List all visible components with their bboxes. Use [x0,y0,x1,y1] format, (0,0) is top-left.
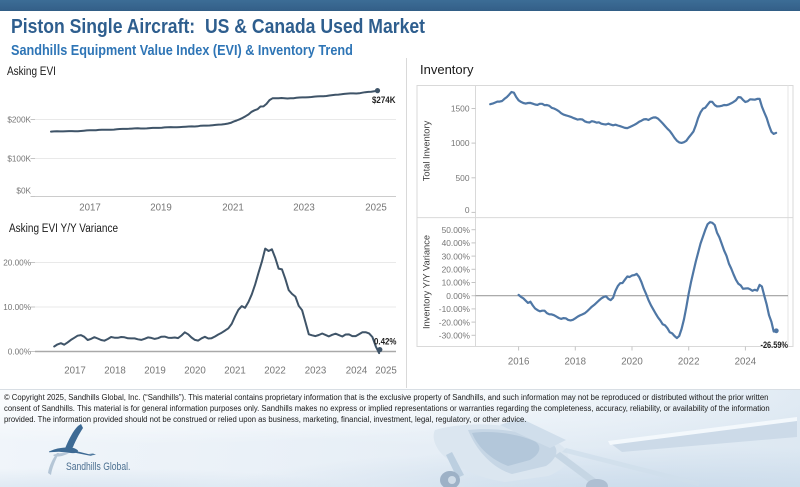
svg-text:20.00%: 20.00% [3,259,31,268]
svg-text:2023: 2023 [293,203,315,214]
svg-text:50.00%: 50.00% [442,225,471,235]
svg-text:500: 500 [456,173,470,183]
svg-text:-30.00%: -30.00% [439,331,471,341]
svg-text:2017: 2017 [79,203,101,214]
svg-text:2019: 2019 [150,203,172,214]
svg-text:2017: 2017 [64,366,86,377]
svg-text:$274K: $274K [372,95,396,105]
svg-text:2018: 2018 [565,357,587,368]
svg-text:2019: 2019 [144,366,166,377]
svg-text:40.00%: 40.00% [442,238,471,248]
svg-text:2024: 2024 [735,357,757,368]
svg-text:Inventory Y/Y Variance: Inventory Y/Y Variance [422,235,432,329]
svg-text:$100K: $100K [7,155,31,164]
svg-text:$0K: $0K [16,187,31,196]
svg-text:0.00%: 0.00% [446,291,470,301]
svg-text:2020: 2020 [184,366,206,377]
svg-text:-26.59%: -26.59% [761,340,789,350]
svg-text:2021: 2021 [222,203,244,214]
svg-text:2025: 2025 [375,366,397,377]
svg-text:30.00%: 30.00% [442,251,471,261]
svg-text:2018: 2018 [104,366,126,377]
svg-text:0.00%: 0.00% [8,348,31,357]
svg-text:$200K: $200K [7,116,31,125]
svg-text:2022: 2022 [678,357,700,368]
svg-text:2022: 2022 [264,366,286,377]
svg-text:2016: 2016 [508,357,530,368]
svg-text:2020: 2020 [621,357,643,368]
svg-text:-20.00%: -20.00% [439,317,471,327]
svg-text:0.42%: 0.42% [374,337,397,347]
svg-text:Total Inventory: Total Inventory [422,120,432,181]
svg-text:2023: 2023 [305,366,327,377]
svg-text:0: 0 [465,205,470,215]
svg-text:1000: 1000 [451,138,470,148]
svg-text:1500: 1500 [451,104,470,114]
svg-text:2025: 2025 [365,203,387,214]
svg-text:-10.00%: -10.00% [439,304,471,314]
svg-text:2021: 2021 [224,366,246,377]
svg-text:10.00%: 10.00% [442,278,471,288]
svg-text:2024: 2024 [346,366,368,377]
svg-text:20.00%: 20.00% [442,265,471,275]
svg-text:10.00%: 10.00% [3,303,31,312]
